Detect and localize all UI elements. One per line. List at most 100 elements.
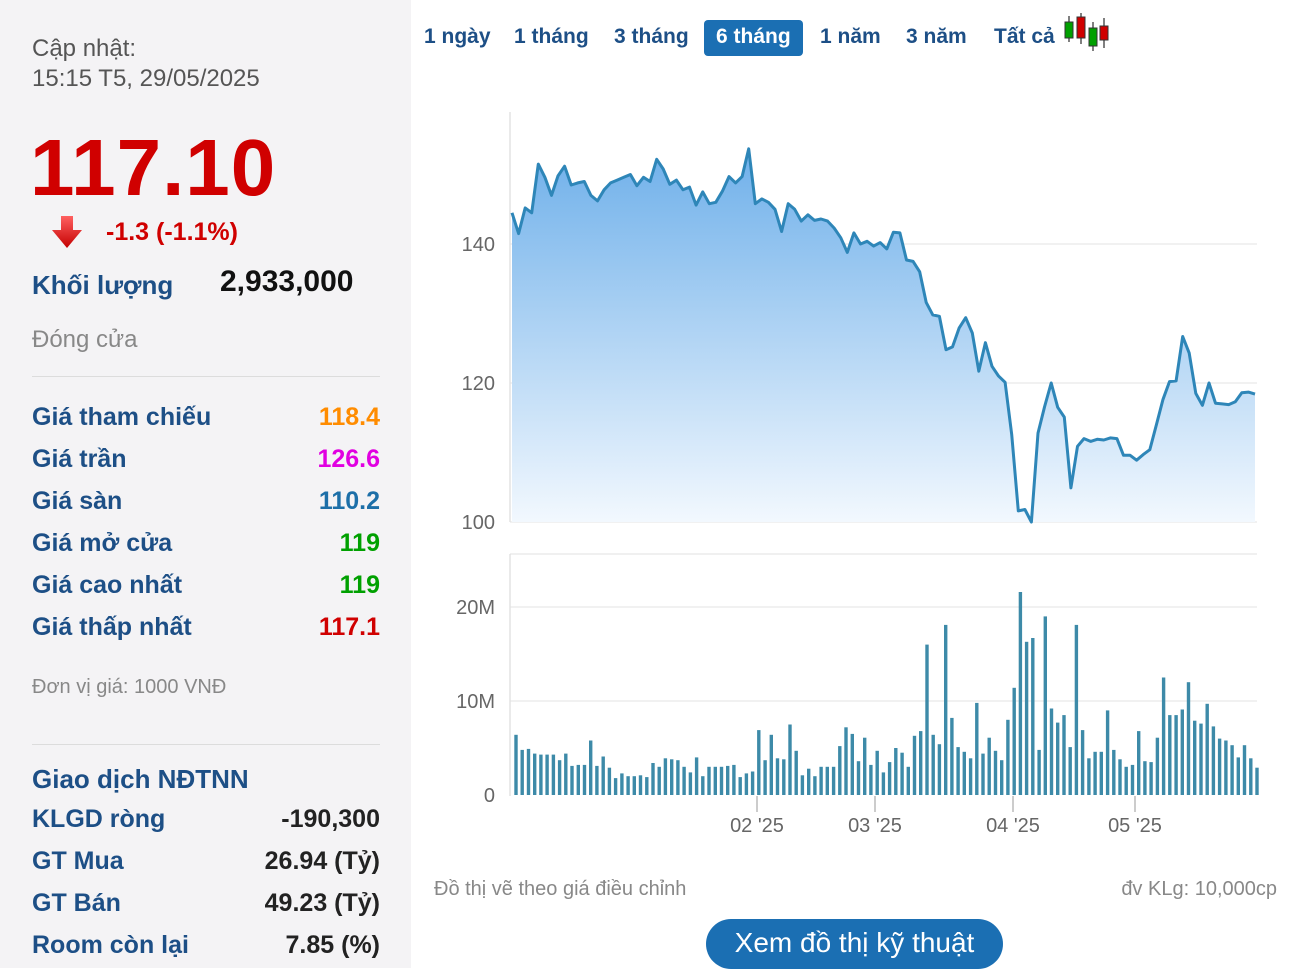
volume-bar bbox=[1124, 766, 1128, 795]
x-tick-label: 04 '25 bbox=[986, 815, 1040, 837]
volume-bar bbox=[1193, 720, 1197, 795]
volume-bar bbox=[1249, 758, 1253, 795]
technical-chart-button[interactable]: Xem đồ thị kỹ thuật bbox=[706, 919, 1003, 969]
foreign-row-sell-value: GT Bán 49.23 (Tỷ) bbox=[32, 889, 380, 925]
quote-panel: Cập nhật: 15:15 T5, 29/05/2025 117.10 -1… bbox=[0, 0, 411, 968]
volume-bar bbox=[582, 764, 587, 795]
volume-bar bbox=[1037, 749, 1041, 795]
tab-1-year[interactable]: 1 năm bbox=[820, 25, 881, 48]
stat-value: 119 bbox=[339, 571, 380, 599]
volume-bar bbox=[919, 731, 923, 795]
foreign-row-net-volume: KLGD ròng -190,300 bbox=[32, 805, 380, 841]
volume-bar bbox=[750, 771, 755, 795]
volume-bar bbox=[663, 758, 668, 795]
volume-bar bbox=[863, 737, 867, 795]
volume-bar bbox=[620, 773, 624, 795]
volume-bar bbox=[726, 765, 730, 795]
tab-1-month[interactable]: 1 tháng bbox=[514, 25, 589, 48]
foreign-value: -190,300 bbox=[281, 805, 380, 833]
stat-value: 110.2 bbox=[318, 487, 380, 515]
volume-bar bbox=[1043, 616, 1047, 795]
volume-bar bbox=[931, 734, 935, 795]
foreign-value: 7.85 (%) bbox=[285, 931, 380, 959]
price-tick-label: 120 bbox=[462, 373, 495, 395]
foreign-label: KLGD ròng bbox=[32, 805, 166, 833]
volume-bar bbox=[1099, 751, 1103, 795]
volume-bar bbox=[968, 758, 973, 795]
volume-bar bbox=[595, 765, 599, 795]
tab-3-months[interactable]: 3 tháng bbox=[614, 25, 689, 48]
volume-bar bbox=[520, 749, 524, 795]
stat-label: Giá mở cửa bbox=[32, 529, 173, 557]
tab-6-months[interactable]: 6 tháng bbox=[704, 20, 803, 56]
volume-bar bbox=[1155, 737, 1160, 795]
volume-bar bbox=[769, 734, 773, 795]
x-tick-label: 02 '25 bbox=[730, 815, 784, 837]
volume-bar bbox=[1006, 719, 1010, 795]
volume-bar bbox=[564, 753, 568, 795]
update-time: 15:15 T5, 29/05/2025 bbox=[32, 65, 260, 92]
volume-bar bbox=[900, 752, 904, 795]
volume-bar bbox=[794, 750, 798, 795]
stat-value: 126.6 bbox=[317, 445, 380, 473]
volume-bar bbox=[514, 734, 518, 795]
volume-bar bbox=[838, 746, 842, 795]
volume-bar bbox=[713, 766, 717, 795]
volume-bar bbox=[887, 762, 892, 795]
volume-bar bbox=[975, 702, 979, 795]
volume-bar bbox=[545, 754, 549, 795]
volume-bar bbox=[813, 776, 817, 795]
volume-bar bbox=[719, 766, 724, 795]
volume-bar bbox=[856, 761, 861, 795]
volume-bar bbox=[950, 717, 954, 795]
volume-bar bbox=[613, 778, 618, 795]
stat-label: Giá cao nhất bbox=[32, 571, 183, 599]
volume-bar bbox=[694, 757, 699, 795]
volume-bar bbox=[1062, 715, 1066, 795]
stat-label: Giá tham chiếu bbox=[32, 403, 212, 431]
volume-bar bbox=[875, 750, 879, 795]
volume-bar bbox=[912, 735, 917, 795]
volume-bar bbox=[1242, 745, 1247, 795]
volume-bar bbox=[1161, 677, 1166, 795]
stat-label: Giá sàn bbox=[32, 487, 123, 515]
volume-bar bbox=[1236, 757, 1240, 795]
last-price: 117.10 bbox=[30, 123, 277, 212]
stat-row-low: Giá thấp nhất 117.1 bbox=[32, 613, 380, 649]
volume-bar bbox=[757, 730, 761, 795]
volume-bar bbox=[869, 764, 873, 795]
volume-value: 2,933,000 bbox=[220, 265, 354, 298]
volume-bar bbox=[1130, 764, 1135, 795]
volume-bar bbox=[589, 740, 593, 795]
tab-all[interactable]: Tất cả bbox=[994, 25, 1055, 48]
candlestick-icon[interactable] bbox=[1062, 12, 1110, 57]
divider bbox=[32, 376, 380, 377]
volume-bar bbox=[881, 772, 886, 795]
foreign-label: GT Mua bbox=[32, 847, 124, 875]
volume-bar bbox=[894, 748, 898, 795]
volume-bar bbox=[844, 727, 848, 795]
tab-1-day[interactable]: 1 ngày bbox=[424, 25, 491, 48]
volume-bar bbox=[800, 775, 805, 795]
volume-bar bbox=[657, 766, 661, 795]
foreign-row-room: Room còn lại 7.85 (%) bbox=[32, 931, 380, 967]
foreign-trading-title: Giao dịch NĐTNN bbox=[32, 764, 249, 794]
price-volume-chart: 100 120 140 0 10M 20M 02 '25 03 '25 04 '25 05 '25 bbox=[412, 90, 1292, 885]
stat-label: Giá trần bbox=[32, 445, 127, 473]
volume-bar bbox=[607, 767, 612, 795]
volume-bar bbox=[670, 759, 674, 795]
tab-3-years[interactable]: 3 năm bbox=[906, 25, 967, 48]
volume-bar bbox=[944, 624, 948, 795]
volume-bar bbox=[1224, 740, 1228, 795]
volume-bar bbox=[632, 776, 636, 795]
chart-note-volume-unit: đv KLg: 10,000cp bbox=[1121, 878, 1277, 900]
update-label: Cập nhật: bbox=[32, 35, 137, 62]
x-tick-label: 05 '25 bbox=[1108, 815, 1162, 837]
volume-bar bbox=[539, 754, 543, 795]
volume-bar bbox=[601, 756, 605, 795]
market-status: Đóng cửa bbox=[32, 326, 138, 353]
volume-bar bbox=[1199, 723, 1203, 795]
volume-bar bbox=[738, 777, 742, 795]
down-arrow-icon bbox=[50, 214, 84, 255]
volume-bar bbox=[962, 751, 966, 795]
